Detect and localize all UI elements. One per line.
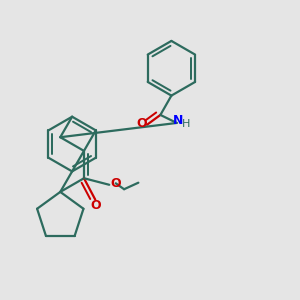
Text: O: O — [136, 117, 147, 130]
Text: N: N — [173, 114, 183, 127]
Text: O: O — [110, 177, 121, 190]
Text: O: O — [91, 199, 101, 212]
Text: H: H — [182, 118, 191, 128]
